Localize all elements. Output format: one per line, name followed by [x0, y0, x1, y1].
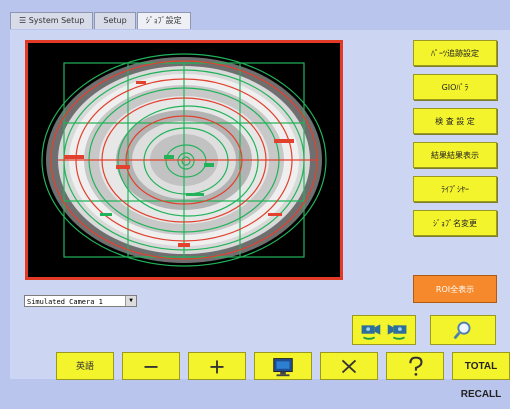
result-display-button[interactable]: 結果結果表示: [413, 142, 497, 168]
parts-tracking-settings-button[interactable]: ﾊﾟｰﾂ追跡設定: [413, 40, 497, 66]
plus-icon: [210, 360, 224, 374]
live-shutter-button[interactable]: ﾗｲﾌﾞｼﾔｰ: [413, 176, 497, 202]
magnifier-icon: [453, 321, 471, 340]
help-icon: [409, 356, 423, 376]
tab-job-settings[interactable]: ｼﾞｮﾌﾞ設定: [136, 12, 191, 29]
minus-icon: [144, 366, 158, 368]
list-icon: ☰: [19, 16, 29, 25]
display-button[interactable]: [254, 352, 312, 380]
zoom-button[interactable]: [430, 315, 496, 345]
gio-parameters-button[interactable]: GIOﾊﾟﾗ: [413, 74, 497, 100]
monitor-icon: [273, 358, 293, 377]
camera-right-icon: [387, 324, 407, 340]
plus-button[interactable]: [188, 352, 246, 380]
inspection-settings-button[interactable]: 検 査 設 定: [413, 108, 497, 134]
cancel-button[interactable]: [320, 352, 378, 380]
tab-bar: ☰ System Setup Setup ｼﾞｮﾌﾞ設定: [10, 12, 192, 30]
tab-system-setup[interactable]: ☰ System Setup: [10, 12, 94, 29]
chevron-down-icon[interactable]: ▼: [125, 296, 136, 306]
camera-left-icon: [361, 324, 381, 340]
camera-select-value: Simulated Camera 1: [27, 298, 103, 306]
job-rename-button[interactable]: ｼﾞｮﾌﾞ名変更: [413, 210, 497, 236]
x-icon: [341, 359, 357, 374]
roi-show-all-button[interactable]: ROI全表示: [413, 275, 497, 303]
camera-select[interactable]: Simulated Camera 1 ▼: [24, 295, 137, 307]
inspection-image: [28, 43, 340, 277]
camera-switch-button[interactable]: [352, 315, 416, 345]
total-recall-button[interactable]: TOTAL RECALL: [452, 352, 510, 400]
minus-button[interactable]: [122, 352, 180, 380]
help-button[interactable]: [386, 352, 444, 380]
camera-viewer[interactable]: [25, 40, 343, 280]
tab-setup[interactable]: Setup: [94, 12, 136, 29]
language-button[interactable]: 英語: [56, 352, 114, 380]
